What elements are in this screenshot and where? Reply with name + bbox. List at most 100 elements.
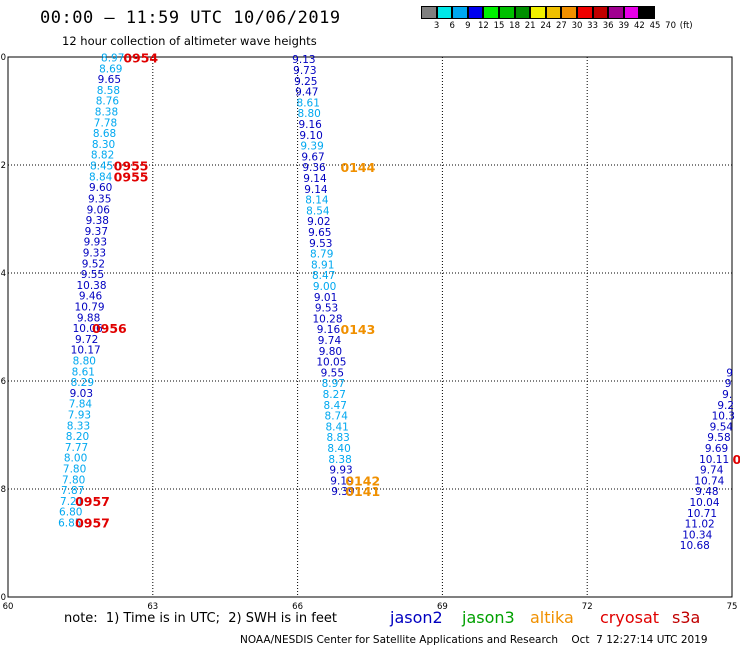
wave-height-value: 8.38 <box>328 454 351 466</box>
wave-height-value: 9.53 <box>315 303 338 315</box>
legend-label: 27 <box>555 21 567 31</box>
wave-height-value: 8.91 <box>311 259 334 271</box>
y-tick-label: -26 <box>0 377 6 387</box>
legend-label: 9 <box>465 21 471 31</box>
legend-label: 21 <box>524 21 536 31</box>
pass-time-label: 0144 <box>341 160 376 175</box>
wave-height-value: 9.03 <box>70 388 93 400</box>
pass-time-label: 0143 <box>341 322 376 337</box>
satellite-label-jason2: jason2 <box>390 608 443 627</box>
wave-height-value: 7.77 <box>65 442 88 454</box>
wave-height-value: 8.38 <box>95 107 118 119</box>
satellite-label-cryosat: cryosat <box>600 608 660 627</box>
wave-height-value: 7.84 <box>69 399 93 411</box>
plot-frame <box>7 56 733 598</box>
wave-height-value: 8.33 <box>67 420 90 432</box>
wave-height-value: 9.54 <box>710 421 734 433</box>
wave-height-value: 9.39 <box>331 486 354 498</box>
x-tick-label: 63 <box>147 602 158 612</box>
wave-height-value: 9.37 <box>85 226 108 238</box>
wave-height-value: 8.97 <box>101 53 124 65</box>
wave-height-value: 9.53 <box>309 238 332 250</box>
legend-swatch <box>530 6 546 19</box>
wave-height-value: 9.02 <box>307 216 330 228</box>
wave-height-value: 9.13 <box>292 54 315 66</box>
x-tick-label: 69 <box>437 602 448 612</box>
note-text: note: 1) Time is in UTC; 2) SWH is in fe… <box>64 611 337 626</box>
wave-height-value: 10.79 <box>75 301 105 313</box>
pass-time-label: 0955 <box>114 169 149 184</box>
wave-height-value: 9.06 <box>87 204 111 216</box>
legend-label: 42 <box>633 21 645 31</box>
satellite-label-jason3: jason3 <box>462 608 515 627</box>
wave-height-value: 8.83 <box>326 432 349 444</box>
wave-height-value: 9.16 <box>317 324 341 336</box>
legend-label: 39 <box>618 21 630 31</box>
pass-time-label: 0956 <box>92 321 127 336</box>
wave-height-value: 9.01 <box>314 292 337 304</box>
legend-swatch <box>467 6 484 19</box>
chart-title: 00:00 — 11:59 UTC 10/06/2019 <box>40 8 341 28</box>
wave-height-value: 8.27 <box>323 389 346 401</box>
wave-height-value: 10.17 <box>71 345 101 357</box>
legend-swatch <box>483 6 499 19</box>
legend-label: 18 <box>509 21 521 31</box>
wave-height-value: 10.05 <box>316 357 346 369</box>
wave-height-value: 11.02 <box>685 519 715 531</box>
wave-height-value: 9.55 <box>321 367 344 379</box>
legend-swatch <box>514 6 531 19</box>
wave-height-value: 10.06 <box>73 323 103 335</box>
wave-height-value: 8.45 <box>90 161 113 173</box>
wave-height-value: 9.55 <box>81 269 104 281</box>
x-tick-label: 72 <box>582 602 593 612</box>
wave-height-value: 7.78 <box>94 117 117 129</box>
wave-height-value: 8.41 <box>325 421 348 433</box>
wave-height-value: 7.80 <box>63 463 86 475</box>
wave-height-value: 9.2 <box>717 400 734 412</box>
satellite-label-s3a: s3a <box>672 608 701 627</box>
wave-height-value: 8.69 <box>99 63 122 75</box>
wave-height-value: 10.38 <box>76 280 106 292</box>
pass-time-label: 0957 <box>75 515 110 530</box>
pass-time-label: 0955 <box>114 159 149 174</box>
wave-height-value: 9 <box>725 378 732 390</box>
wave-height-value: 9.35 <box>88 193 111 205</box>
legend-swatch <box>577 6 593 19</box>
pass-time-label: 0142 <box>345 473 380 488</box>
wave-height-value: 9.47 <box>295 87 318 99</box>
chart-subtitle: 12 hour collection of altimeter wave hei… <box>62 34 317 48</box>
wave-height-value: 6.85 <box>58 517 81 529</box>
wave-height-value: 9.80 <box>319 346 342 358</box>
legend-swatch <box>592 6 609 19</box>
wave-height-value: 9.00 <box>313 281 336 293</box>
legend-swatch <box>608 6 624 19</box>
wave-height-value: 9.72 <box>75 334 98 346</box>
legend-swatch <box>545 6 562 19</box>
y-tick-label: -30 <box>0 593 6 603</box>
legend-label: 30 <box>571 21 583 31</box>
wave-height-value: 9.65 <box>308 227 331 239</box>
wave-height-value: 9.74 <box>318 335 342 347</box>
legend-label: 24 <box>540 21 552 31</box>
wave-height-value: 9.52 <box>82 258 105 270</box>
pass-time-label: 0 <box>732 452 740 467</box>
wave-height-value: 9.74 <box>700 465 724 477</box>
wave-height-value: 8.97 <box>322 378 345 390</box>
wave-height-value: 8.58 <box>97 85 120 97</box>
wave-height-value: 9.25 <box>294 76 317 88</box>
y-tick-label: -28 <box>0 485 6 495</box>
wave-height-value: 9.69 <box>705 443 728 455</box>
wave-height-value: 8.40 <box>327 443 350 455</box>
legend-swatch <box>623 6 640 19</box>
x-tick-label: 75 <box>727 602 738 612</box>
wave-height-value: 8.14 <box>305 195 329 207</box>
legend-label: (ft) <box>679 21 693 31</box>
wave-height-value: 9.16 <box>298 119 322 131</box>
wave-height-value: 9.39 <box>300 141 323 153</box>
wave-height-value: 8.79 <box>310 249 333 261</box>
wave-height-value: 8.47 <box>312 270 335 282</box>
wave-height-value: 9.33 <box>83 247 106 259</box>
wave-height-value: 9.10 <box>299 130 322 142</box>
pass-time-label: 0954 <box>123 51 158 66</box>
wave-height-value: 10.11 <box>699 454 729 466</box>
